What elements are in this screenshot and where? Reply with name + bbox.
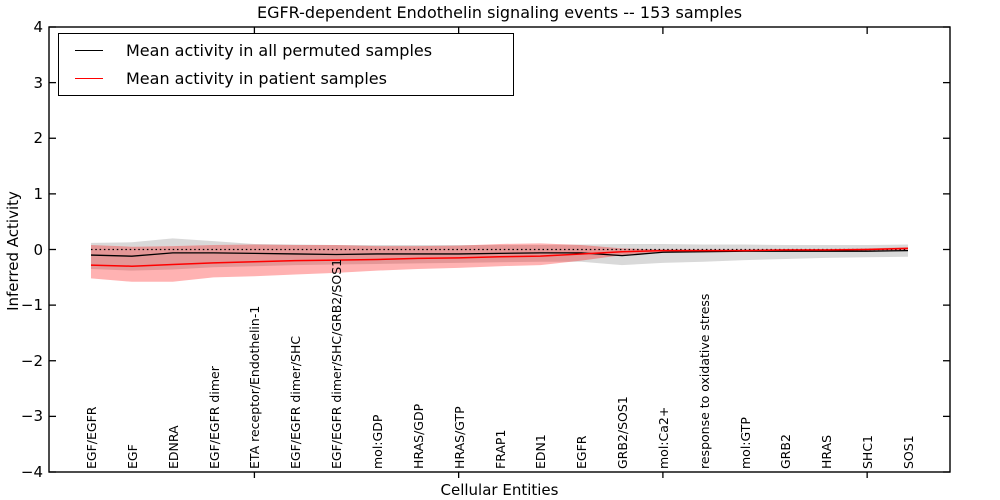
y-tick-label: 0 (33, 240, 43, 259)
x-tick-label: EGFR (574, 435, 590, 469)
x-tick-label: EGF/EGFR dimer (206, 366, 222, 469)
x-tick-label: EGF (124, 444, 140, 469)
x-tick-label: mol:Ca2+ (655, 406, 671, 469)
x-tick-label: EDN1 (533, 434, 549, 469)
y-tick-label: 4 (33, 18, 43, 36)
band-1 (91, 243, 908, 282)
legend-label: Mean activity in patient samples (126, 69, 387, 88)
legend-line-sample (75, 78, 103, 79)
x-tick-label: SOS1 (901, 435, 916, 469)
x-tick-label: HRAS (819, 434, 835, 469)
y-tick-label: 3 (33, 73, 43, 92)
legend-item-1: Mean activity in patient samples (59, 68, 513, 90)
x-tick-label: GRB2/SOS1 (615, 396, 631, 469)
x-tick-label: EGF/EGFR dimer/SHC/GRB2/SOS1 (329, 258, 345, 469)
x-tick-label: ETA receptor/Endothelin-1 (247, 305, 263, 469)
x-tick-label: FRAP1 (492, 429, 508, 469)
legend-item-0: Mean activity in all permuted samples (59, 40, 513, 62)
band-0 (91, 238, 908, 271)
x-axis-label: Cellular Entities (440, 481, 559, 499)
x-tick-label: EGF/EGFR dimer/SHC (288, 335, 304, 469)
x-tick-label: mol:GDP (369, 414, 385, 469)
y-tick-label: −2 (20, 351, 43, 370)
legend: Mean activity in all permuted samples Mea… (58, 33, 514, 96)
legend-label: Mean activity in all permuted samples (126, 41, 433, 60)
x-tick-label: GRB2 (778, 434, 794, 469)
x-tick-label: SHC1 (860, 434, 876, 469)
x-tick-label: response to oxidative stress (696, 293, 712, 469)
x-tick-label: EGF/EGFR (84, 406, 99, 469)
x-tick-label: HRAS/GTP (451, 406, 467, 469)
y-tick-label: −4 (20, 463, 43, 481)
x-tick-label: mol:GTP (737, 417, 753, 469)
series-line-1 (90, 247, 909, 267)
y-tick-label: −1 (20, 296, 43, 315)
series-line-0 (90, 249, 909, 257)
legend-line-sample (75, 50, 103, 51)
y-tick-label: 2 (33, 129, 43, 148)
y-tick-label: 1 (33, 184, 43, 203)
x-tick-label: EDNRA (165, 425, 181, 469)
y-tick-label: −3 (20, 407, 43, 426)
x-tick-label: HRAS/GDP (410, 403, 426, 469)
figure-title: EGFR-dependent Endothelin signaling even… (256, 3, 743, 22)
